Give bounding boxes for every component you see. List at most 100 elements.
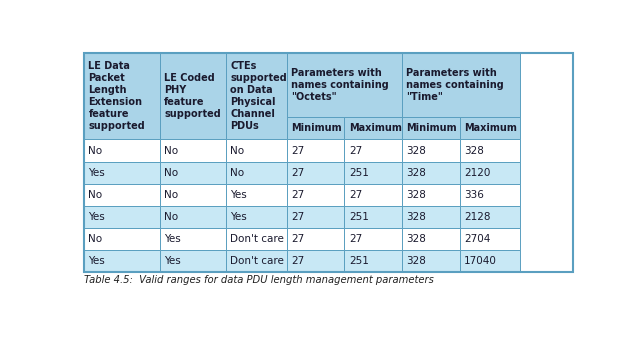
Text: 27: 27 (291, 212, 305, 222)
FancyBboxPatch shape (287, 53, 402, 117)
Text: 2120: 2120 (464, 168, 490, 178)
Text: CTEs
supported
on Data
Physical
Channel
PDUs: CTEs supported on Data Physical Channel … (230, 61, 287, 131)
Text: Yes: Yes (88, 256, 105, 267)
Text: Don't care: Don't care (230, 256, 284, 267)
Text: 27: 27 (291, 234, 305, 244)
FancyBboxPatch shape (402, 162, 460, 184)
FancyBboxPatch shape (226, 139, 287, 162)
FancyBboxPatch shape (160, 228, 226, 250)
Text: No: No (230, 168, 244, 178)
FancyBboxPatch shape (226, 53, 287, 139)
FancyBboxPatch shape (460, 250, 520, 272)
Text: Don't care: Don't care (230, 234, 284, 244)
FancyBboxPatch shape (402, 228, 460, 250)
FancyBboxPatch shape (160, 250, 226, 272)
Text: 27: 27 (349, 234, 362, 244)
Text: No: No (88, 190, 102, 200)
FancyBboxPatch shape (402, 139, 460, 162)
FancyBboxPatch shape (402, 206, 460, 228)
FancyBboxPatch shape (160, 53, 226, 139)
FancyBboxPatch shape (460, 162, 520, 184)
Text: No: No (164, 212, 179, 222)
FancyBboxPatch shape (160, 139, 226, 162)
FancyBboxPatch shape (344, 250, 402, 272)
Text: 328: 328 (406, 256, 426, 267)
Text: Parameters with
names containing
"Time": Parameters with names containing "Time" (406, 68, 504, 102)
FancyBboxPatch shape (344, 184, 402, 206)
Text: Yes: Yes (88, 168, 105, 178)
FancyBboxPatch shape (84, 139, 160, 162)
Text: Parameters with
names containing
"Octets": Parameters with names containing "Octets… (291, 68, 389, 102)
Text: 328: 328 (464, 146, 484, 155)
Text: 2128: 2128 (464, 212, 491, 222)
Text: Yes: Yes (164, 234, 181, 244)
FancyBboxPatch shape (460, 139, 520, 162)
Text: 27: 27 (291, 146, 305, 155)
Text: No: No (164, 168, 179, 178)
Text: 251: 251 (349, 256, 369, 267)
Text: Yes: Yes (88, 212, 105, 222)
Text: Yes: Yes (164, 256, 181, 267)
FancyBboxPatch shape (84, 228, 160, 250)
FancyBboxPatch shape (344, 206, 402, 228)
FancyBboxPatch shape (344, 117, 402, 139)
Text: Minimum: Minimum (291, 123, 342, 134)
Text: 27: 27 (291, 256, 305, 267)
FancyBboxPatch shape (84, 250, 160, 272)
Text: 336: 336 (464, 190, 484, 200)
Text: Table 4.5:  Valid ranges for data PDU length management parameters: Table 4.5: Valid ranges for data PDU len… (84, 275, 434, 285)
Text: 328: 328 (406, 146, 426, 155)
FancyBboxPatch shape (226, 184, 287, 206)
Text: Yes: Yes (230, 190, 247, 200)
Text: 2704: 2704 (464, 234, 490, 244)
Text: LE Data
Packet
Length
Extension
feature
supported: LE Data Packet Length Extension feature … (88, 61, 145, 131)
Text: 27: 27 (291, 168, 305, 178)
Text: No: No (88, 234, 102, 244)
FancyBboxPatch shape (84, 162, 160, 184)
FancyBboxPatch shape (287, 206, 344, 228)
FancyBboxPatch shape (287, 250, 344, 272)
FancyBboxPatch shape (84, 53, 160, 139)
FancyBboxPatch shape (160, 162, 226, 184)
FancyBboxPatch shape (287, 117, 344, 139)
FancyBboxPatch shape (226, 206, 287, 228)
FancyBboxPatch shape (402, 250, 460, 272)
FancyBboxPatch shape (226, 162, 287, 184)
FancyBboxPatch shape (287, 184, 344, 206)
FancyBboxPatch shape (84, 206, 160, 228)
Text: Maximum: Maximum (349, 123, 402, 134)
FancyBboxPatch shape (287, 139, 344, 162)
Text: Minimum: Minimum (406, 123, 457, 134)
FancyBboxPatch shape (460, 184, 520, 206)
Text: Maximum: Maximum (464, 123, 517, 134)
Text: 328: 328 (406, 168, 426, 178)
FancyBboxPatch shape (402, 117, 460, 139)
FancyBboxPatch shape (160, 184, 226, 206)
FancyBboxPatch shape (226, 228, 287, 250)
FancyBboxPatch shape (160, 206, 226, 228)
FancyBboxPatch shape (287, 162, 344, 184)
Text: No: No (164, 190, 179, 200)
Text: 328: 328 (406, 234, 426, 244)
FancyBboxPatch shape (460, 206, 520, 228)
Text: LE Coded
PHY
feature
supported: LE Coded PHY feature supported (164, 73, 221, 119)
Text: No: No (164, 146, 179, 155)
Text: 328: 328 (406, 190, 426, 200)
Text: 27: 27 (349, 190, 362, 200)
FancyBboxPatch shape (344, 162, 402, 184)
FancyBboxPatch shape (460, 117, 520, 139)
FancyBboxPatch shape (460, 228, 520, 250)
Text: 27: 27 (291, 190, 305, 200)
FancyBboxPatch shape (402, 53, 520, 117)
FancyBboxPatch shape (344, 228, 402, 250)
Text: 27: 27 (349, 146, 362, 155)
FancyBboxPatch shape (402, 184, 460, 206)
Text: Yes: Yes (230, 212, 247, 222)
FancyBboxPatch shape (226, 250, 287, 272)
FancyBboxPatch shape (84, 184, 160, 206)
Text: 251: 251 (349, 212, 369, 222)
Text: No: No (230, 146, 244, 155)
Text: 17040: 17040 (464, 256, 497, 267)
Text: 328: 328 (406, 212, 426, 222)
FancyBboxPatch shape (287, 228, 344, 250)
